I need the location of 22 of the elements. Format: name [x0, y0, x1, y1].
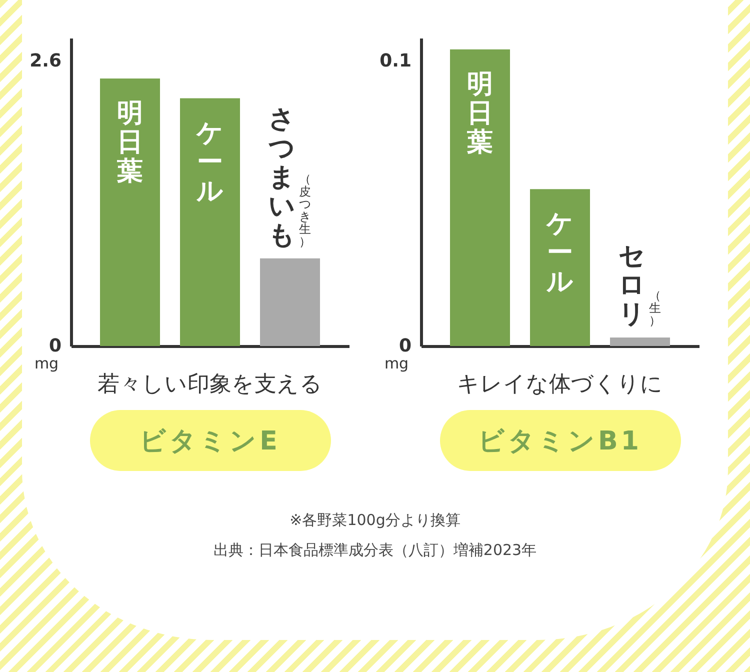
y-tick-label: 0 [48, 336, 62, 356]
y-axis-title: mg [384, 354, 409, 372]
x-tick-label: ケール [196, 118, 224, 206]
text: ※各野菜100g分より換算 [290, 511, 460, 529]
source-note: 出典：日本食品標準成分表（八訂）増補2023年 [213, 541, 537, 559]
x-tick-label: 明日葉 [466, 69, 493, 158]
text: 若々しい印象を支える [98, 371, 322, 399]
y-axis-title: mg [34, 354, 59, 372]
bar [100, 78, 160, 346]
x-tick-label: 明日葉 [116, 98, 143, 187]
bar [610, 337, 670, 346]
bar [260, 258, 320, 346]
y-tick-label: 0 [398, 336, 412, 356]
text: ビタミンB1 [478, 425, 642, 458]
bar [530, 189, 590, 346]
y-tick-label: 0.1 [380, 50, 412, 72]
text: キレイな体づくりに [457, 371, 663, 399]
y-tick-label: 2.6 [30, 50, 62, 72]
text: ビタミンE [140, 425, 280, 458]
bar [450, 49, 510, 346]
x-tick-label: ケール [546, 209, 574, 298]
bar [180, 98, 240, 346]
